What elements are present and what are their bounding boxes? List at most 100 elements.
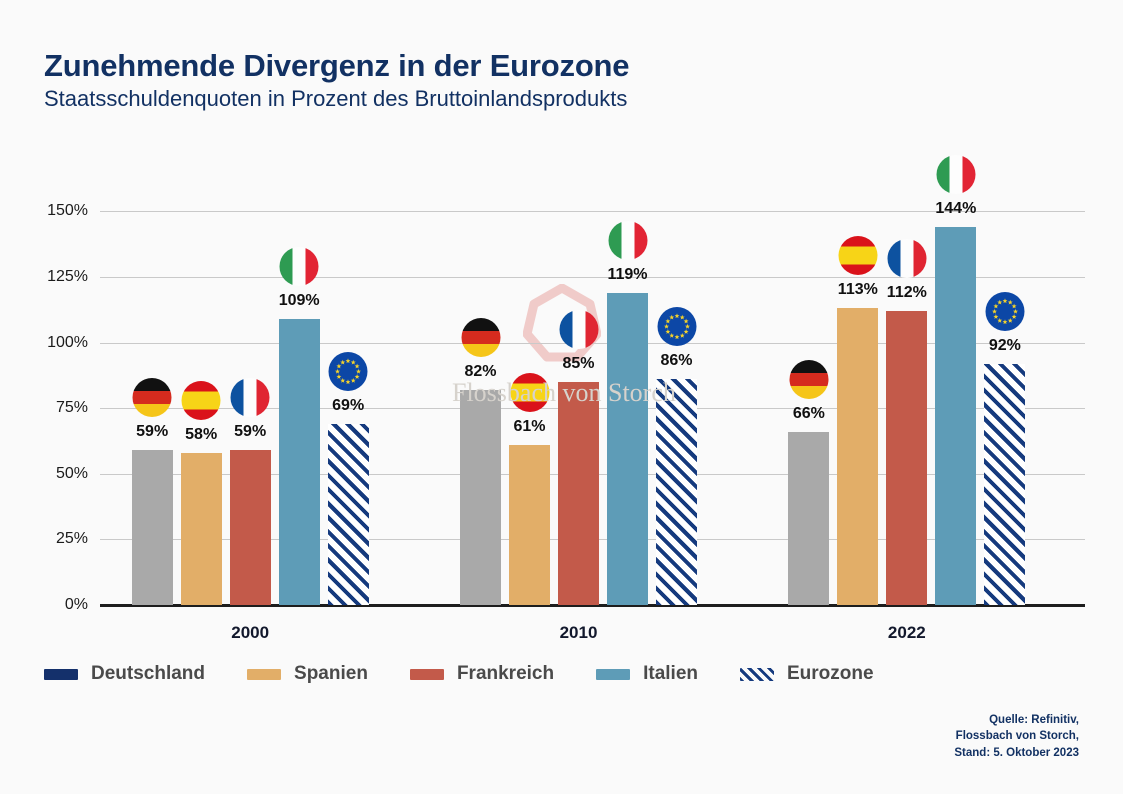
- bar-france-2022[interactable]: 112%: [886, 239, 928, 605]
- bar-eurozone-2010[interactable]: 86%: [656, 307, 697, 605]
- legend-item-eurozone[interactable]: Eurozone: [740, 663, 874, 685]
- legend-color-swatch-icon: [247, 668, 282, 680]
- legend-item-label: Frankreich: [456, 663, 555, 684]
- spain-flag-icon: [838, 236, 878, 276]
- y-axis-tick-label: 75%: [55, 399, 88, 417]
- bar-flag-marker: [789, 359, 829, 399]
- bar-value-label: 86%: [660, 352, 693, 370]
- bar-value-label: 82%: [464, 362, 497, 380]
- bar-flag-marker: [657, 307, 696, 347]
- bar-eurozone-2022[interactable]: 92%: [984, 291, 1026, 605]
- bar-value-label: 113%: [837, 281, 878, 299]
- bar-value-label: 69%: [332, 396, 365, 414]
- bar-group-2000: 59% 58% 59% 109% 69% 2000: [131, 185, 369, 642]
- bar-value-label: 144%: [935, 200, 977, 217]
- bar-spain-2000[interactable]: 58%: [180, 380, 222, 605]
- bar-italy-2000[interactable]: 109%: [278, 246, 320, 605]
- bar-flag-marker: [936, 155, 976, 194]
- y-axis-tick-label: 150%: [47, 202, 88, 220]
- bar-germany-2022[interactable]: 66%: [788, 359, 830, 605]
- bar-value-label: 85%: [562, 354, 595, 372]
- bar-italy-2022[interactable]: 144%: [935, 155, 977, 605]
- x-axis-line: [100, 604, 1085, 607]
- eurozone-flag-icon: [985, 291, 1025, 331]
- legend-color-swatch-icon: [596, 668, 631, 680]
- germany-flag-icon: [789, 359, 829, 399]
- bar-spain-2010[interactable]: 61%: [509, 372, 550, 605]
- bar-flag-marker: [985, 291, 1025, 331]
- bar-flag-marker: [608, 220, 647, 260]
- bar-flag-marker: [132, 378, 172, 418]
- bar-flag-marker: [510, 372, 549, 412]
- bar-value-label: 58%: [185, 425, 218, 443]
- bar-eurozone-2000[interactable]: 69%: [327, 351, 369, 605]
- eurozone-flag-icon: [328, 351, 368, 391]
- france-flag-icon: [887, 239, 927, 278]
- bar-value-label: 109%: [278, 291, 320, 309]
- source-line-2: Flossbach von Storch,: [955, 730, 1079, 743]
- italy-flag-icon: [279, 246, 319, 286]
- bar-value-label: 112%: [886, 284, 927, 301]
- bar-value-label: 92%: [988, 336, 1021, 354]
- legend-color-swatch-icon: [409, 668, 444, 680]
- legend-item-label: Eurozone: [787, 663, 874, 684]
- bar-flag-marker: [328, 351, 368, 391]
- germany-flag-icon: [461, 317, 500, 357]
- italy-flag-icon: [608, 220, 647, 260]
- bar-group-2010: 82% 61% 85% 119% 86% 2010: [460, 185, 697, 642]
- bar-flag-marker: [461, 317, 500, 357]
- legend-item-spain[interactable]: Spanien: [247, 663, 368, 685]
- legend-item-germany[interactable]: Deutschland: [44, 663, 205, 685]
- bar-flag-marker: [887, 239, 927, 278]
- page-title: Zunehmende Divergenz in der Eurozone: [44, 48, 630, 83]
- legend-item-label: Deutschland: [91, 663, 206, 684]
- bar-flag-marker: [230, 378, 270, 418]
- x-axis-label-2000: 2000: [231, 623, 270, 642]
- legend-item-label: Spanien: [294, 663, 368, 684]
- germany-flag-icon: [132, 378, 172, 418]
- y-axis-tick-label: 0%: [64, 596, 88, 613]
- x-axis-label-2010: 2010: [559, 623, 598, 642]
- y-axis-tick-label: 50%: [55, 464, 88, 482]
- page-subtitle: Staatsschuldenquoten in Prozent des Brut…: [44, 86, 628, 111]
- bar-flag-marker: [838, 236, 878, 276]
- legend-item-france[interactable]: Frankreich: [409, 663, 555, 685]
- eurozone-flag-icon: [657, 307, 696, 347]
- legend-item-italy[interactable]: Italien: [596, 663, 698, 685]
- bar-germany-2000[interactable]: 59%: [131, 378, 173, 605]
- y-axis-tick-label: 100%: [47, 333, 88, 351]
- bar-group-2022: 66% 113% 112% 144% 92% 2022: [788, 155, 1026, 642]
- bar-value-label: 59%: [234, 423, 267, 441]
- y-axis-tick-label: 25%: [55, 530, 88, 548]
- bar-spain-2022[interactable]: 113%: [837, 236, 879, 605]
- x-axis-label-2022: 2022: [887, 623, 926, 642]
- bar-flag-marker: [279, 246, 319, 286]
- source-note: Quelle: Refinitiv, Flossbach von Storch,…: [954, 712, 1079, 761]
- chart-legend: Deutschland Spanien Frankreich Italien Euroz…: [44, 663, 916, 685]
- spain-flag-icon: [510, 372, 549, 412]
- italy-flag-icon: [936, 155, 976, 194]
- bar-france-2000[interactable]: 59%: [229, 378, 271, 605]
- y-axis-tick-label: 125%: [47, 267, 88, 285]
- bar-flag-marker: [181, 380, 221, 420]
- source-line-1: Quelle: Refinitiv,: [989, 714, 1079, 726]
- gridline: [100, 211, 1085, 213]
- chart-plot-area: 0% 25% 50% 75% 100% 125% 150% 59% 58% 59% 109% 69% 2…: [47, 155, 1085, 642]
- bar-france-2010[interactable]: 85%: [558, 309, 599, 605]
- legend-color-swatch-icon: [44, 668, 78, 680]
- gridline: [100, 342, 1085, 344]
- source-line-3: Stand: 5. Oktober 2023: [954, 746, 1079, 759]
- bar-value-label: 66%: [792, 404, 825, 422]
- bar-germany-2010[interactable]: 82%: [460, 317, 501, 605]
- bar-value-label: 119%: [607, 265, 648, 283]
- legend-item-label: Italien: [643, 663, 698, 684]
- bar-value-label: 59%: [136, 423, 169, 441]
- bar-value-label: 61%: [513, 417, 546, 435]
- bar-flag-marker: [559, 309, 598, 349]
- france-flag-icon: [559, 309, 598, 349]
- gridline: [100, 276, 1085, 278]
- bar-italy-2010[interactable]: 119%: [607, 220, 648, 605]
- legend-hatched-swatch-icon: [740, 667, 774, 681]
- spain-flag-icon: [181, 380, 221, 420]
